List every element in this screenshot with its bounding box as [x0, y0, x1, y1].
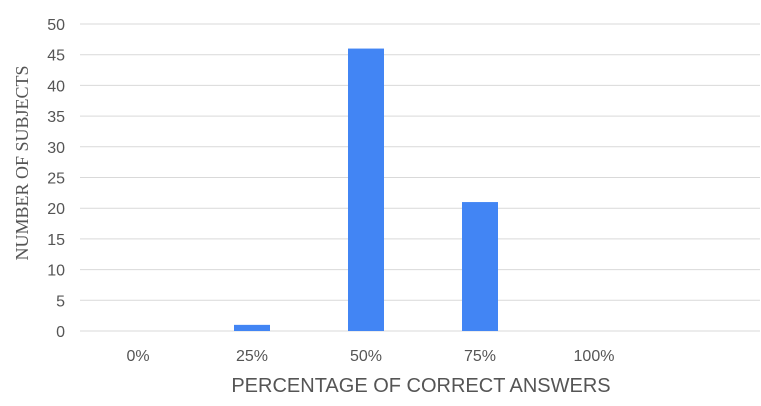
- y-tick-label: 30: [47, 140, 65, 157]
- x-axis-title: PERCENTAGE OF CORRECT ANSWERS: [231, 375, 610, 397]
- x-tick-label: 50%: [350, 348, 382, 365]
- y-axis-ticks: 0 5 10 15 20 25 30 35 40 45 50: [47, 17, 65, 341]
- y-tick-label: 35: [47, 109, 65, 126]
- y-tick-label: 25: [47, 171, 65, 188]
- bar-25%: [234, 324, 270, 331]
- gridlines: [80, 23, 760, 332]
- x-axis-ticks: 0% 25% 50% 75% 100%: [126, 348, 614, 365]
- y-tick-label: 0: [56, 324, 65, 341]
- x-tick-label: 25%: [236, 348, 268, 365]
- bars: [234, 48, 498, 332]
- bar-75%: [462, 202, 498, 331]
- y-tick-label: 50: [47, 17, 65, 34]
- y-tick-label: 10: [47, 263, 65, 280]
- y-tick-label: 20: [47, 201, 65, 218]
- y-tick-label: 40: [47, 78, 65, 95]
- y-tick-label: 15: [47, 232, 65, 249]
- y-axis-title: NUMBER OF SUBJECTS: [12, 65, 32, 260]
- y-tick-label: 45: [47, 48, 65, 65]
- x-tick-label: 75%: [464, 348, 496, 365]
- bar-50%: [348, 48, 384, 332]
- y-tick-label: 5: [56, 293, 65, 310]
- x-tick-label: 100%: [574, 348, 615, 365]
- x-tick-label: 0%: [126, 348, 149, 365]
